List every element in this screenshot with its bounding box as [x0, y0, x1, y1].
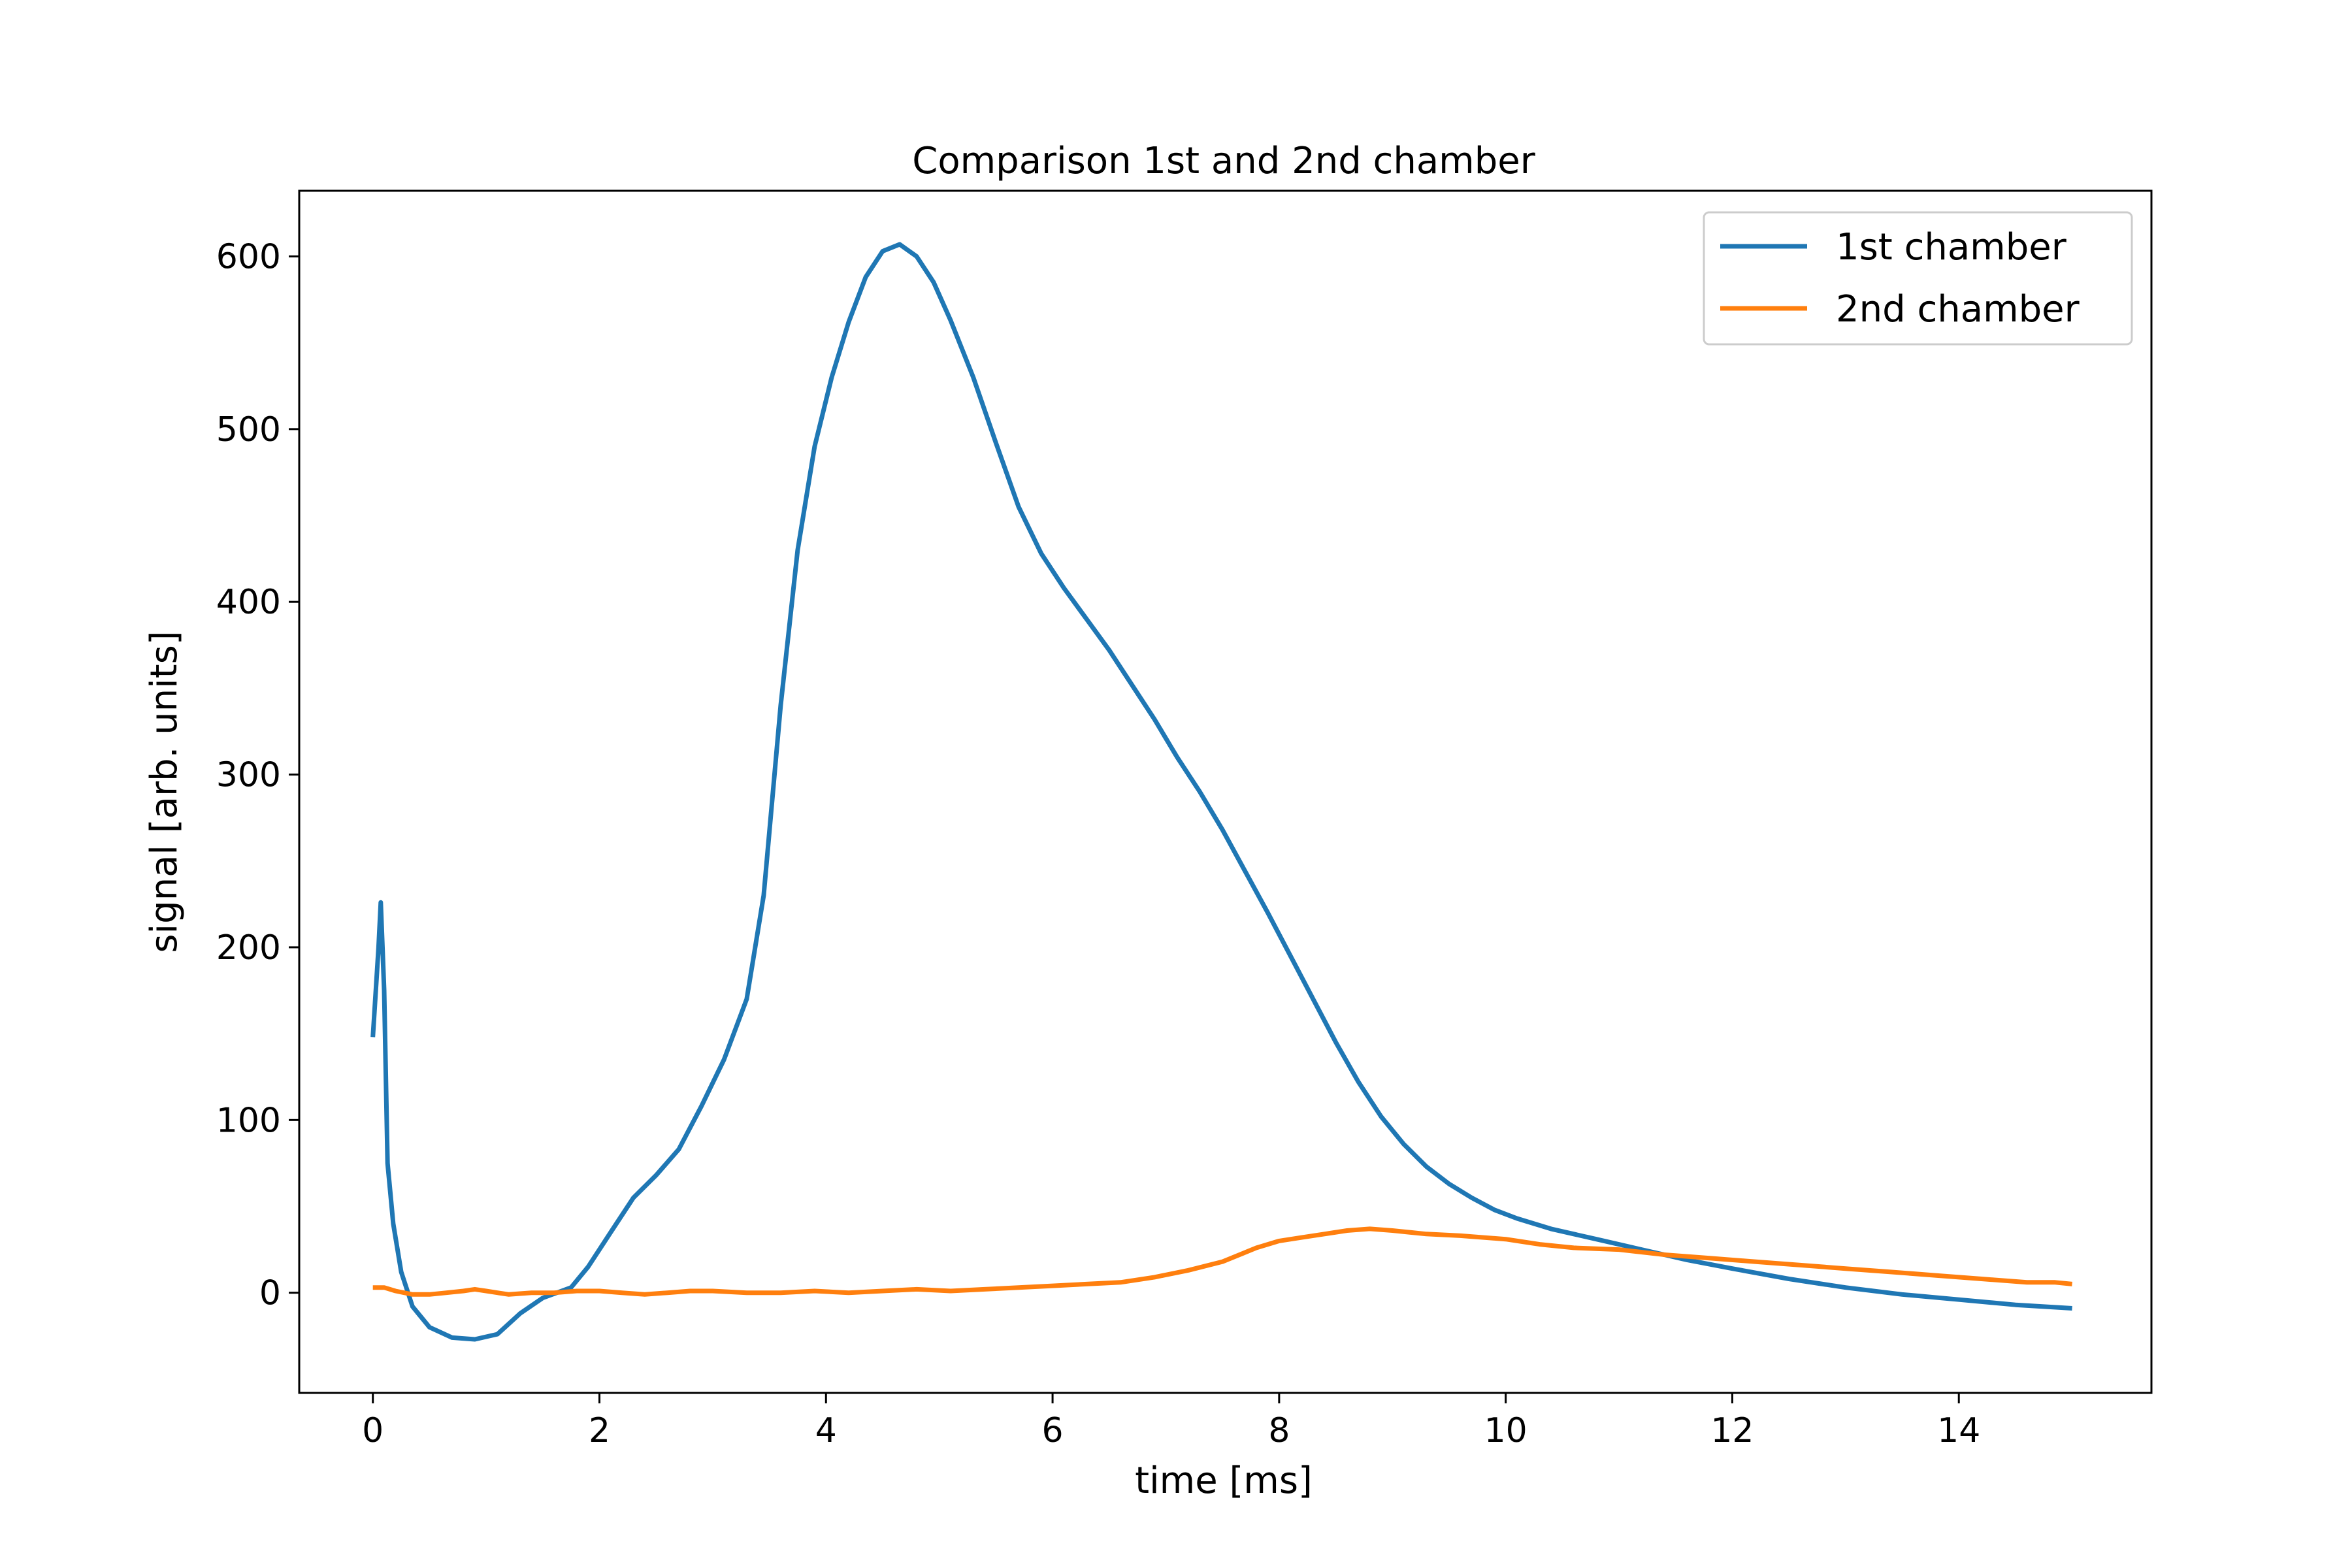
series-line-2: [372, 1226, 2072, 1297]
y-tick-label: 400: [216, 583, 281, 622]
y-axis-label: signal [arb. units]: [143, 630, 186, 953]
x-axis-label: time [ms]: [1135, 1460, 1313, 1502]
legend-box: [1703, 211, 2133, 346]
plot-frame: [298, 189, 2153, 1394]
x-tick-label: 2: [589, 1411, 610, 1450]
y-tick-label: 600: [216, 237, 281, 276]
axis-ticks: 0 2 4 6 8 10 12 14 0 100 200 300 400 500 600: [216, 237, 1981, 1450]
legend-label-2: 2nd chamber: [1836, 288, 2080, 331]
series-line-1: [370, 242, 2072, 1342]
y-tick-label: 100: [216, 1101, 281, 1140]
x-tick-label: 6: [1042, 1411, 1064, 1450]
x-tick-label: 14: [1937, 1411, 1980, 1450]
series-lines: [370, 242, 2072, 1342]
x-tick-label: 4: [815, 1411, 837, 1450]
y-tick-label: 300: [216, 756, 281, 795]
chart-title: Comparison 1st and 2nd chamber: [912, 140, 1535, 182]
x-tick-label: 10: [1484, 1411, 1527, 1450]
y-tick-label: 200: [216, 928, 281, 968]
x-tick-label: 12: [1710, 1411, 1754, 1450]
x-tick-label: 0: [362, 1411, 384, 1450]
y-tick-label: 0: [259, 1274, 281, 1313]
legend-label-1: 1st chamber: [1836, 226, 2067, 269]
y-tick-label: 500: [216, 410, 281, 449]
legend: 1st chamber 2nd chamber: [1703, 211, 2133, 346]
x-tick-label: 8: [1268, 1411, 1290, 1450]
